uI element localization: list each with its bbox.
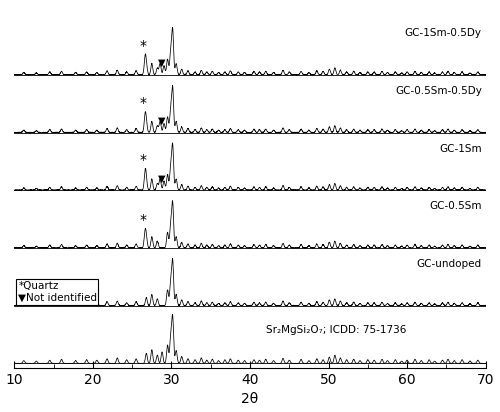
Text: Sr₂MgSi₂O₇; ICDD: 75-1736: Sr₂MgSi₂O₇; ICDD: 75-1736 [266,325,406,335]
Text: *: * [140,96,146,110]
Text: *Quartz: *Quartz [18,281,59,291]
Text: ▼: ▼ [158,173,165,183]
Text: GC-0.5Sm-0.5Dy: GC-0.5Sm-0.5Dy [395,86,482,96]
Text: ▼: ▼ [158,58,165,68]
Text: GC-1Sm: GC-1Sm [439,144,482,154]
Text: GC-1Sm-0.5Dy: GC-1Sm-0.5Dy [405,28,482,38]
Bar [16,279,98,304]
Text: *: * [140,153,146,167]
X-axis label: 2θ: 2θ [242,393,258,407]
Text: ▼: ▼ [158,116,165,126]
Text: GC-undoped: GC-undoped [416,259,482,269]
Text: ▼Not identified: ▼Not identified [18,293,98,302]
Text: *: * [140,39,146,53]
Text: *: * [140,213,146,227]
Text: GC-0.5Sm: GC-0.5Sm [430,201,482,211]
